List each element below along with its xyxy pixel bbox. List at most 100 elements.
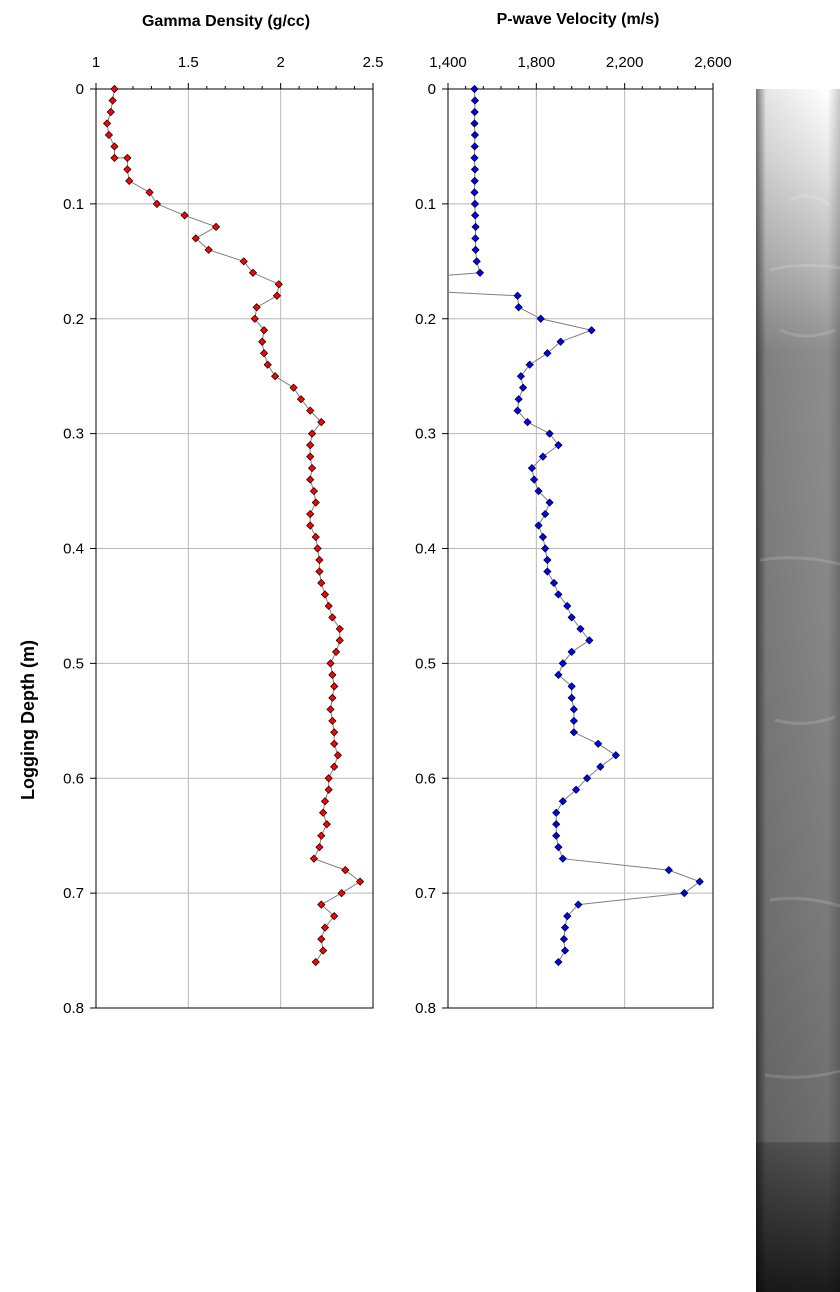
y-tick-label: 0.3 — [415, 426, 436, 443]
data-point — [559, 934, 569, 944]
data-point — [516, 372, 525, 381]
data-point — [315, 555, 324, 565]
y-tick-label: 0.4 — [415, 541, 436, 558]
data-point — [330, 728, 339, 737]
data-point — [337, 889, 346, 898]
data-point — [239, 257, 248, 266]
series-line — [106, 89, 361, 963]
y-tick-label: 0.2 — [415, 311, 436, 328]
data-point — [534, 521, 543, 530]
data-point — [324, 601, 333, 611]
data-point — [328, 613, 337, 622]
chart-title: P-wave Velocity (m/s) — [497, 11, 660, 28]
data-point — [470, 153, 479, 163]
data-point — [317, 831, 326, 840]
data-point — [470, 119, 479, 128]
data-point — [326, 659, 335, 668]
x-axis: 1,400 1,800 2,200 2,600 — [429, 54, 732, 89]
gridlines — [447, 89, 714, 1008]
data-point — [558, 659, 567, 668]
data-point — [514, 395, 523, 404]
x-axis: 1 1.5 2 2.5 — [92, 54, 383, 89]
data-point — [313, 544, 322, 553]
data-point — [543, 567, 552, 576]
y-axis: 0 0.1 0.2 0.3 0.4 0.5 0.6 0.7 0.8 — [415, 81, 448, 1017]
data-point — [320, 923, 330, 932]
data-point — [513, 406, 522, 415]
y-tick-label: 0.3 — [63, 426, 84, 443]
data-point — [328, 693, 337, 702]
data-point — [271, 372, 280, 381]
data-point — [596, 762, 605, 771]
y-tick-label: 0.5 — [63, 655, 84, 672]
data-point — [567, 613, 576, 622]
data-point — [110, 153, 119, 163]
data-point — [567, 682, 576, 691]
data-point — [571, 785, 581, 794]
data-point — [289, 383, 298, 392]
data-point — [320, 797, 330, 806]
data-point — [475, 268, 485, 277]
data-point — [585, 636, 594, 645]
data-point — [306, 441, 315, 450]
y-tick-label: 0.7 — [415, 885, 436, 902]
data-point — [328, 670, 337, 679]
data-point — [554, 670, 563, 679]
data-point — [549, 578, 559, 588]
data-point — [470, 142, 479, 151]
core-texture — [759, 194, 840, 1079]
x-tick-label: 2 — [276, 54, 284, 71]
y-tick-label: 0.8 — [63, 1000, 84, 1017]
data-point — [563, 601, 572, 611]
data-point — [306, 509, 315, 519]
data-point — [330, 912, 339, 921]
data-point — [311, 957, 320, 967]
data-point — [554, 957, 563, 967]
data-point — [527, 463, 537, 473]
data-point — [145, 188, 154, 197]
data-point — [471, 234, 480, 243]
data-point — [211, 222, 221, 231]
data-point — [320, 590, 330, 599]
data-point — [538, 452, 548, 461]
data-point — [180, 211, 189, 220]
data-point — [306, 475, 315, 484]
data-point — [330, 762, 339, 771]
x-tick-label: 1,400 — [429, 54, 467, 71]
data-point — [569, 716, 578, 725]
data-point — [569, 705, 578, 714]
data-point — [315, 567, 324, 576]
data-point — [317, 900, 326, 909]
data-point — [554, 843, 563, 852]
y-tick-label: 0 — [76, 81, 84, 98]
data-point — [306, 406, 315, 415]
data-point — [569, 728, 578, 737]
data-point — [470, 188, 479, 197]
y-tick-label: 0.1 — [63, 196, 84, 213]
data-point — [355, 877, 365, 886]
data-point — [315, 843, 324, 852]
data-point — [576, 624, 585, 634]
data-point — [470, 176, 479, 185]
data-point — [554, 441, 563, 450]
data-point — [470, 130, 480, 140]
x-tick-label: 1 — [92, 54, 100, 71]
core-edge-shade — [756, 89, 840, 1292]
data-point — [110, 84, 119, 94]
data-point — [558, 797, 567, 806]
data-point — [541, 509, 550, 519]
data-point — [558, 854, 567, 863]
y-axis: 0 0.1 0.2 0.3 0.4 0.5 0.6 0.7 0.8 — [63, 81, 96, 1017]
y-tick-label: 0.6 — [63, 770, 84, 787]
data-point — [554, 590, 563, 599]
data-point — [306, 521, 315, 530]
y-tick-label: 0.4 — [63, 541, 84, 558]
data-point — [518, 383, 528, 392]
data-point — [680, 889, 689, 898]
data-point — [341, 866, 350, 875]
x-tick-label: 2,200 — [606, 54, 644, 71]
data-point — [259, 326, 269, 335]
gamma-density-chart: Gamma Density (g/cc) 1 1.5 2 2.5 0 0.1 0.2 0.3… — [63, 13, 383, 1017]
data-point — [471, 211, 480, 220]
